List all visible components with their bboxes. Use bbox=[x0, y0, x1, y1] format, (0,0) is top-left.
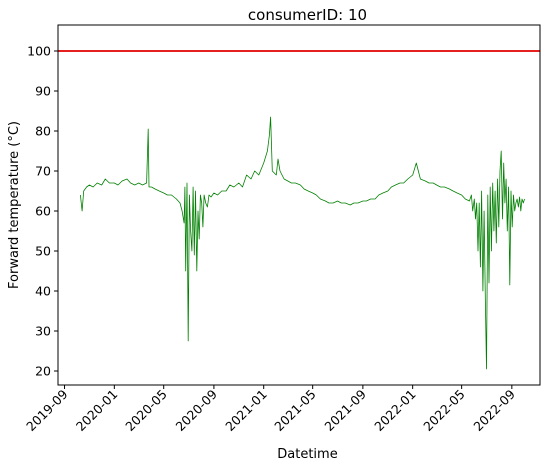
y-tick-label: 90 bbox=[35, 84, 51, 99]
y-tick-label: 60 bbox=[35, 204, 51, 219]
x-tick-label: 2019-09 bbox=[23, 386, 71, 434]
y-axis-label: Forward temperature (°C) bbox=[7, 121, 22, 289]
y-tick-label: 70 bbox=[35, 164, 51, 179]
y-axis: 20 30 40 50 60 70 80 90 100 bbox=[27, 44, 58, 379]
y-tick-label: 20 bbox=[35, 364, 51, 379]
y-tick-label: 50 bbox=[35, 244, 51, 259]
x-tick-label: 2020-01 bbox=[73, 387, 121, 435]
y-tick-label: 80 bbox=[35, 124, 51, 139]
y-tick-label: 30 bbox=[35, 324, 51, 339]
series-line-0 bbox=[80, 116, 525, 370]
x-tick-label: 2020-05 bbox=[122, 387, 170, 435]
chart-title: consumerID: 10 bbox=[248, 6, 367, 24]
x-tick-label: 2020-09 bbox=[172, 386, 220, 434]
axes-frame bbox=[57, 24, 541, 386]
y-tick-label: 40 bbox=[35, 284, 51, 299]
y-tick-label: 100 bbox=[27, 44, 51, 59]
plot-area bbox=[57, 24, 541, 386]
x-tick-label: 2021-01 bbox=[222, 387, 270, 435]
x-tick-label: 2022-09 bbox=[470, 386, 518, 434]
x-tick-label: 2022-05 bbox=[420, 387, 468, 435]
x-axis: 2019-09 2020-01 2020-05 2020-09 2021-01 2021-… bbox=[23, 385, 518, 434]
x-tick-label: 2022-01 bbox=[371, 387, 419, 435]
x-axis-label: Datetime bbox=[277, 447, 337, 462]
x-tick-label: 2021-05 bbox=[271, 387, 319, 435]
x-tick-label: 2021-09 bbox=[321, 386, 369, 434]
